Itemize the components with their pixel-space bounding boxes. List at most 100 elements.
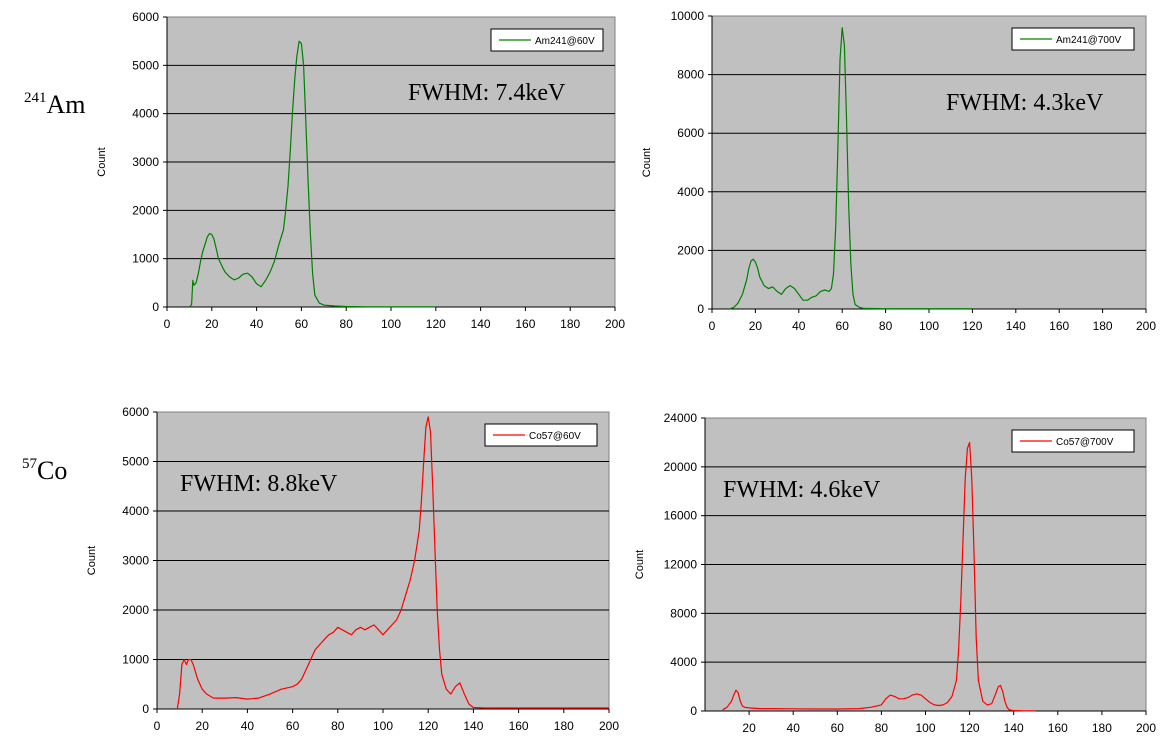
row-label-am241: 241Am: [24, 90, 86, 120]
x-tick-label: 120: [960, 721, 980, 735]
series-line: [176, 416, 609, 710]
x-tick-label: 40: [241, 719, 255, 733]
x-tick-label: 180: [554, 719, 574, 733]
x-tick-label: 200: [1136, 721, 1156, 735]
row-label-co57: 57Co: [22, 456, 67, 486]
y-tick-label: 1000: [122, 653, 149, 667]
y-tick-label: 4000: [677, 185, 704, 199]
y-tick-label: 2000: [122, 603, 149, 617]
y-tick-label: 0: [152, 300, 159, 314]
y-tick-label: 1000: [132, 252, 159, 266]
fwhm-annotation: FWHM: 4.3keV: [946, 90, 1104, 116]
x-tick-label: 60: [295, 317, 309, 331]
y-tick-label: 3000: [132, 155, 159, 169]
legend-label: Am241@60V: [535, 36, 595, 47]
x-tick-label: 80: [875, 721, 889, 735]
y-tick-label: 24000: [664, 411, 698, 425]
series-line: [729, 27, 973, 310]
legend-label: Co57@60V: [529, 431, 581, 442]
x-tick-label: 80: [331, 719, 345, 733]
x-tick-label: 40: [250, 317, 264, 331]
series-line: [722, 441, 1036, 712]
x-tick-label: 160: [1049, 319, 1069, 333]
y-tick-label: 4000: [670, 655, 697, 669]
y-axis-label: Count: [641, 148, 653, 177]
x-tick-label: 200: [1136, 319, 1156, 333]
y-tick-label: 5000: [122, 455, 149, 469]
element-symbol: Am: [46, 90, 86, 119]
x-tick-label: 20: [205, 317, 219, 331]
x-tick-label: 200: [599, 719, 619, 733]
legend-box: [1011, 27, 1135, 51]
x-tick-label: 160: [1048, 721, 1068, 735]
x-tick-label: 60: [831, 721, 845, 735]
legend-box: [484, 423, 598, 447]
y-tick-label: 10000: [671, 9, 705, 23]
y-tick-label: 5000: [132, 58, 159, 72]
x-tick-label: 100: [915, 721, 935, 735]
x-tick-label: 40: [792, 319, 806, 333]
mass-number: 241: [24, 90, 47, 106]
y-tick-label: 6000: [122, 405, 149, 419]
x-tick-label: 20: [749, 319, 763, 333]
x-tick-label: 180: [1093, 319, 1113, 333]
x-tick-label: 120: [418, 719, 438, 733]
fwhm-annotation: FWHM: 7.4keV: [408, 80, 566, 106]
x-tick-label: 180: [560, 317, 580, 331]
fwhm-annotation: FWHM: 4.6keV: [723, 477, 881, 503]
legend-box: [490, 28, 604, 52]
x-tick-label: 100: [373, 719, 393, 733]
legend-label: Am241@700V: [1056, 35, 1122, 46]
y-tick-label: 3000: [122, 554, 149, 568]
x-tick-label: 80: [879, 319, 893, 333]
y-tick-label: 20000: [664, 460, 698, 474]
x-tick-label: 180: [1092, 721, 1112, 735]
x-tick-label: 100: [381, 317, 401, 331]
y-tick-label: 6000: [677, 126, 704, 140]
element-symbol: Co: [37, 456, 68, 485]
y-tick-label: 0: [690, 704, 697, 718]
y-tick-label: 8000: [677, 68, 704, 82]
y-tick-label: 8000: [670, 606, 697, 620]
x-tick-label: 60: [836, 319, 850, 333]
y-axis-label: Count: [86, 546, 98, 575]
y-axis-label: Count: [96, 147, 108, 176]
x-tick-label: 160: [515, 317, 535, 331]
x-tick-label: 20: [742, 721, 756, 735]
y-axis-label: Count: [634, 550, 646, 579]
x-tick-label: 200: [605, 317, 625, 331]
x-tick-label: 100: [919, 319, 939, 333]
plot-area: [711, 15, 1147, 310]
y-tick-label: 6000: [132, 10, 159, 24]
y-tick-label: 2000: [677, 243, 704, 257]
x-tick-label: 140: [471, 317, 491, 331]
x-tick-label: 0: [164, 317, 171, 331]
y-tick-label: 0: [697, 302, 704, 316]
mass-number: 57: [22, 456, 37, 472]
y-tick-label: 2000: [132, 203, 159, 217]
x-tick-label: 80: [340, 317, 354, 331]
series-line: [188, 40, 436, 308]
legend-label: Co57@700V: [1056, 437, 1114, 448]
x-tick-label: 160: [509, 719, 529, 733]
x-tick-label: 140: [1006, 319, 1026, 333]
x-tick-label: 140: [463, 719, 483, 733]
x-tick-label: 120: [426, 317, 446, 331]
y-tick-label: 16000: [664, 509, 698, 523]
legend-box: [1011, 429, 1135, 453]
y-tick-label: 4000: [132, 107, 159, 121]
y-tick-label: 4000: [122, 504, 149, 518]
y-tick-label: 12000: [664, 558, 698, 572]
x-tick-label: 0: [709, 319, 716, 333]
fwhm-annotation: FWHM: 8.8keV: [180, 471, 338, 497]
x-tick-label: 120: [962, 319, 982, 333]
x-tick-label: 20: [196, 719, 210, 733]
x-tick-label: 60: [286, 719, 300, 733]
x-tick-label: 140: [1004, 721, 1024, 735]
y-tick-label: 0: [142, 702, 149, 716]
x-tick-label: 0: [154, 719, 161, 733]
